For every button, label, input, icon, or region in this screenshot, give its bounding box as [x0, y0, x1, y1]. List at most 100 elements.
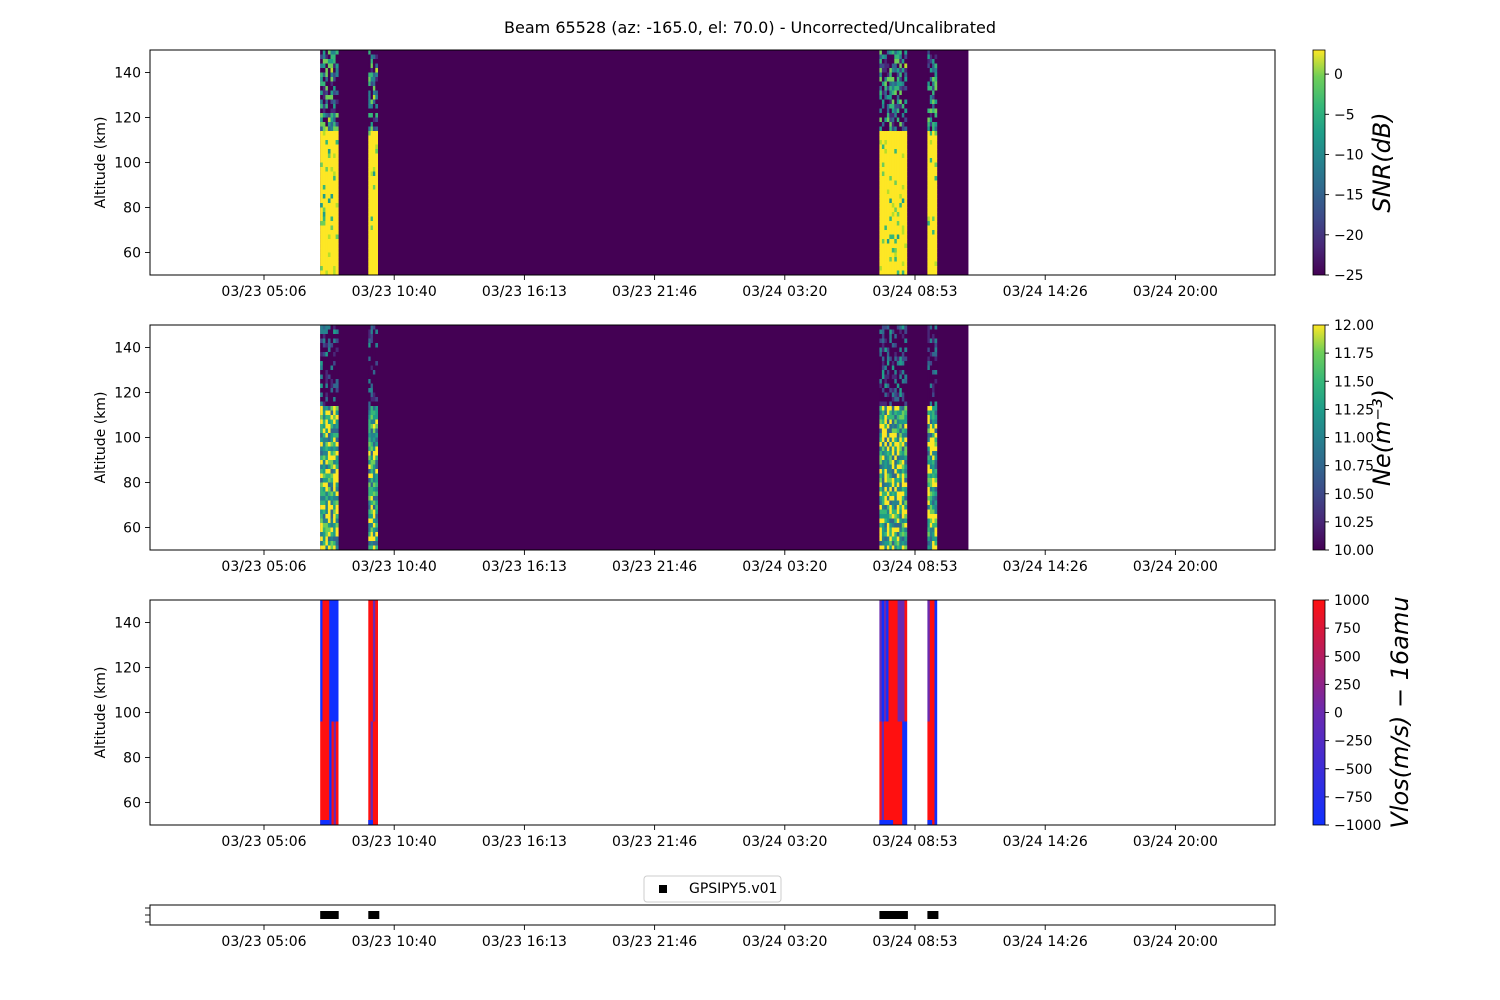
heatmap-cell — [899, 95, 903, 100]
heatmap-cell — [368, 392, 371, 398]
heatmap-cell — [333, 194, 337, 199]
heatmap-cell — [325, 266, 329, 271]
heatmap-cell — [899, 500, 903, 506]
heatmap-cell — [370, 509, 374, 515]
heatmap-cell — [929, 545, 933, 551]
heatmap-cell — [889, 122, 893, 127]
heatmap-cell — [322, 383, 326, 389]
heatmap-cell — [335, 54, 339, 60]
heatmap-cell — [372, 433, 376, 438]
heatmap-cell — [322, 392, 326, 398]
heatmap-cell — [330, 176, 334, 181]
heatmap-cell — [372, 180, 376, 186]
heatmap-cell — [881, 527, 885, 533]
x-tick-label: 03/24 03:20 — [742, 934, 827, 950]
heatmap-cell — [325, 90, 329, 96]
heatmap-cell — [320, 536, 324, 542]
heatmap-cell — [335, 185, 339, 190]
heatmap-cell — [372, 343, 376, 348]
colorbar-label: SNR(dB) — [1368, 112, 1396, 212]
heatmap-cell — [372, 545, 376, 551]
colorbar-tick-label: 10.25 — [1334, 515, 1374, 531]
heatmap-cell — [899, 261, 903, 267]
heatmap-cell — [320, 532, 324, 537]
heatmap-cell — [934, 383, 938, 389]
heatmap-cell — [929, 221, 933, 226]
heatmap-cell — [932, 185, 935, 190]
heatmap-cell — [884, 99, 888, 105]
heatmap-cell — [330, 482, 334, 488]
colorbar-tick-label: −5 — [1334, 107, 1355, 123]
heatmap-cell — [368, 95, 371, 100]
heatmap-cell — [375, 406, 378, 411]
heatmap-cell — [327, 189, 331, 195]
heatmap-cell — [370, 541, 374, 546]
heatmap-cell — [375, 225, 378, 231]
heatmap-cell — [891, 248, 895, 253]
heatmap-cell — [333, 122, 337, 127]
heatmap-cell — [894, 50, 898, 55]
heatmap-cell — [901, 419, 905, 425]
heatmap-cell — [901, 500, 905, 506]
heatmap-cell — [899, 406, 903, 411]
heatmap-cell — [879, 153, 883, 159]
heatmap-cell — [896, 415, 900, 420]
heatmap-cell — [320, 261, 324, 267]
heatmap-cell — [879, 198, 883, 204]
heatmap-cell — [932, 509, 935, 515]
heatmap-cell — [894, 545, 898, 551]
plot-frame — [149, 599, 1276, 826]
heatmap-cell — [896, 252, 900, 258]
heatmap-cell — [934, 464, 938, 470]
heatmap-cell — [899, 505, 903, 510]
heatmap-cell — [896, 428, 900, 434]
heatmap-cell — [335, 478, 339, 483]
heatmap-cell — [899, 117, 903, 123]
heatmap-cell — [370, 437, 374, 443]
heatmap-cell — [335, 442, 339, 447]
heatmap-cell — [896, 455, 900, 461]
heatmap-cell — [932, 212, 935, 217]
heatmap-cell — [886, 406, 890, 411]
heatmap-cell — [899, 50, 903, 55]
heatmap-cell — [322, 388, 326, 393]
heatmap-cell — [899, 221, 903, 226]
heatmap-cell — [327, 198, 331, 204]
colorbar-tick-label: 10.75 — [1334, 459, 1374, 475]
heatmap-cell — [370, 99, 374, 105]
heatmap-cell — [932, 410, 935, 416]
heatmap-cell — [891, 347, 895, 353]
heatmap-cell — [904, 383, 908, 389]
heatmap-cell — [322, 81, 326, 87]
heatmap-cell — [320, 401, 324, 407]
heatmap-cell — [335, 419, 339, 425]
heatmap-cell — [904, 86, 908, 91]
heatmap-cell — [934, 122, 938, 127]
heatmap-cell — [330, 257, 334, 262]
heatmap-cell — [322, 374, 326, 380]
heatmap-cell — [896, 104, 900, 109]
heatmap-cell — [335, 203, 339, 208]
heatmap-cell — [368, 338, 371, 344]
heatmap-cell — [904, 424, 908, 429]
heatmap-cell — [370, 455, 374, 461]
heatmap-cell — [320, 153, 324, 159]
heatmap-cell — [889, 383, 893, 389]
heatmap-cell — [929, 338, 933, 344]
heatmap-cell — [879, 532, 883, 537]
heatmap-cell — [333, 248, 337, 253]
heatmap-cell — [929, 352, 933, 357]
heatmap-cell — [327, 334, 331, 339]
velocity-cell — [897, 600, 901, 722]
heatmap-cell — [927, 68, 931, 73]
heatmap-cell — [320, 541, 324, 546]
heatmap-cell — [881, 225, 885, 231]
heatmap-cell — [901, 248, 905, 253]
heatmap-cell — [927, 343, 931, 348]
heatmap-cell — [894, 500, 898, 506]
heatmap-cell — [932, 464, 935, 470]
heatmap-cell — [886, 221, 890, 226]
heatmap-cell — [372, 135, 376, 141]
heatmap-cell — [896, 329, 900, 335]
heatmap-cell — [934, 545, 938, 551]
